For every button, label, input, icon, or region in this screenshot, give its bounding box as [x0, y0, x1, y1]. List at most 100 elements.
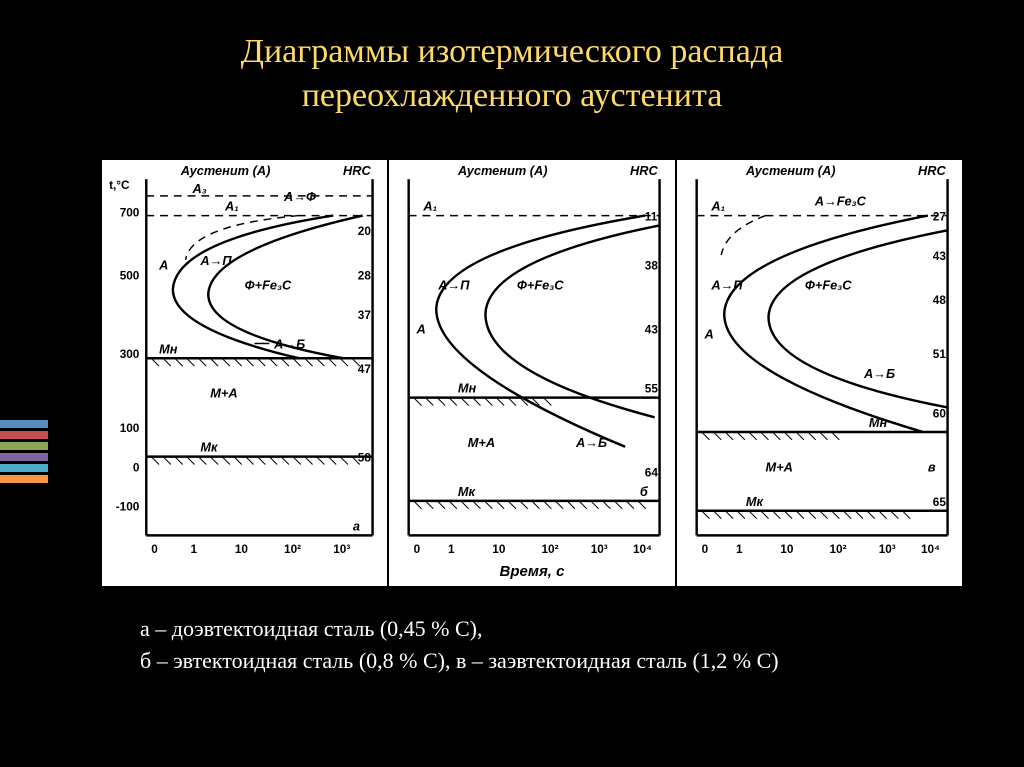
hrc: 48 [932, 294, 946, 308]
accent-bar [0, 475, 48, 483]
hrc: 43 [645, 323, 659, 337]
panel-c: Аустенит (А) HRC A₁ A→Fe₃C A→П Ф+Fe₃C A … [677, 160, 962, 586]
lbl: A→Fe₃C [813, 194, 866, 209]
caption-a: а – доэвтектоидная сталь (0,45 % С), [140, 613, 964, 645]
lbl: Mк [200, 440, 218, 455]
panel-letter: а [353, 519, 360, 534]
cementite-curve [721, 216, 765, 255]
lbl: A→П [438, 278, 471, 293]
hrc: 64 [645, 466, 659, 480]
hrc: 60 [932, 407, 946, 421]
lbl: Mк [746, 494, 764, 509]
lbl: A [158, 258, 168, 273]
slide-title: Диаграммы изотермического распада переох… [0, 0, 1024, 118]
lbl: A→Б [863, 366, 895, 381]
c-curve-end [486, 226, 660, 418]
c-curve-start [724, 216, 928, 432]
xt: 0 [701, 542, 708, 556]
lbl: A [416, 322, 426, 337]
hrc: 51 [932, 348, 946, 362]
c-curve-start [437, 216, 646, 447]
xt: 10² [284, 542, 301, 556]
lbl: A [703, 327, 713, 342]
xt: 10⁴ [633, 542, 652, 556]
top-label: Аустенит (А) [180, 164, 271, 179]
xt: 1 [191, 542, 198, 556]
lbl: A→Б [273, 337, 305, 352]
xt: 0 [151, 542, 158, 556]
hrc: 28 [358, 269, 372, 283]
top-label: Аустенит (А) [745, 164, 836, 179]
ytick: 0 [133, 461, 140, 475]
panel-b: Аустенит (А) HRC A₁ A→П Ф+Fe₃C A Mн A→Б [389, 160, 676, 586]
lbl: A₁ [710, 199, 725, 214]
lbl: Mк [458, 484, 476, 499]
xt: 10³ [878, 542, 895, 556]
hrc: 65 [932, 495, 946, 509]
hrc: 43 [932, 249, 946, 263]
lbl: A→П [710, 278, 743, 293]
hrc: 20 [358, 225, 372, 239]
title-line-1: Диаграммы изотермического распада [241, 33, 783, 70]
hrc: 37 [358, 308, 372, 322]
slide-accent-bars [0, 420, 48, 486]
xt: 1 [448, 542, 455, 556]
hrc: 58 [358, 451, 372, 465]
hrc: 55 [645, 382, 659, 396]
panels-row: t,°С 700 500 300 100 0 -100 Аустенит (А)… [102, 160, 962, 586]
xt: 10 [780, 542, 794, 556]
x-axis-label: Время, с [102, 563, 962, 580]
xt: 10 [493, 542, 507, 556]
lbl: A→Ф [283, 189, 316, 204]
hrc: 47 [358, 362, 372, 376]
lbl: A→Б [575, 435, 607, 450]
lbl: A₃ [192, 181, 207, 196]
xt: 10⁴ [921, 542, 940, 556]
panel-letter: в [928, 460, 936, 475]
accent-bar [0, 464, 48, 472]
caption-bc: б – эвтектоидная сталь (0,8 % С), в – за… [140, 645, 964, 677]
xt: 10² [829, 542, 846, 556]
lbl: A₁ [224, 199, 239, 214]
y-label: t,°С [109, 178, 130, 192]
hrc: 27 [932, 210, 946, 224]
lbl: Ф+Fe₃C [805, 278, 852, 293]
xt: 10³ [333, 542, 350, 556]
accent-bar [0, 442, 48, 450]
lbl: Ф+Fe₃C [245, 278, 292, 293]
xt: 0 [414, 542, 421, 556]
accent-bar [0, 431, 48, 439]
top-label: Аустенит (А) [457, 164, 548, 179]
lbl: Mн [869, 415, 888, 430]
hrc: 11 [645, 210, 658, 224]
ytick: -100 [116, 500, 140, 514]
ytick: 300 [120, 348, 140, 362]
lbl: Ф+Fe₃C [517, 278, 564, 293]
panel-a-svg: t,°С 700 500 300 100 0 -100 Аустенит (А)… [102, 160, 387, 586]
panel-b-svg: Аустенит (А) HRC A₁ A→П Ф+Fe₃C A Mн A→Б [389, 160, 674, 586]
lbl: Mн [458, 381, 477, 396]
lbl: M+A [210, 386, 237, 401]
hrc-label: HRC [918, 164, 946, 179]
lbl: Mн [159, 342, 178, 357]
ytick: 700 [120, 206, 140, 220]
accent-bar [0, 420, 48, 428]
accent-bar [0, 453, 48, 461]
ytick: 100 [120, 421, 140, 435]
panel-c-svg: Аустенит (А) HRC A₁ A→Fe₃C A→П Ф+Fe₃C A … [677, 160, 962, 586]
xt: 10³ [591, 542, 608, 556]
hrc: 38 [645, 259, 659, 273]
panel-a: t,°С 700 500 300 100 0 -100 Аустенит (А)… [102, 160, 389, 586]
hrc-label: HRC [343, 164, 371, 179]
figure-container: t,°С 700 500 300 100 0 -100 Аустенит (А)… [100, 158, 964, 588]
xt: 10 [235, 542, 249, 556]
panel-letter: б [640, 484, 649, 499]
lbl: A→П [199, 253, 232, 268]
lbl: M+A [765, 460, 792, 475]
c-curve-end [768, 231, 947, 408]
xt: 10² [542, 542, 559, 556]
hrc-label: HRC [630, 164, 658, 179]
caption-block: а – доэвтектоидная сталь (0,45 % С), б –… [140, 613, 964, 677]
lbl: M+A [468, 435, 495, 450]
title-line-2: переохлажденного аустенита [302, 77, 723, 114]
